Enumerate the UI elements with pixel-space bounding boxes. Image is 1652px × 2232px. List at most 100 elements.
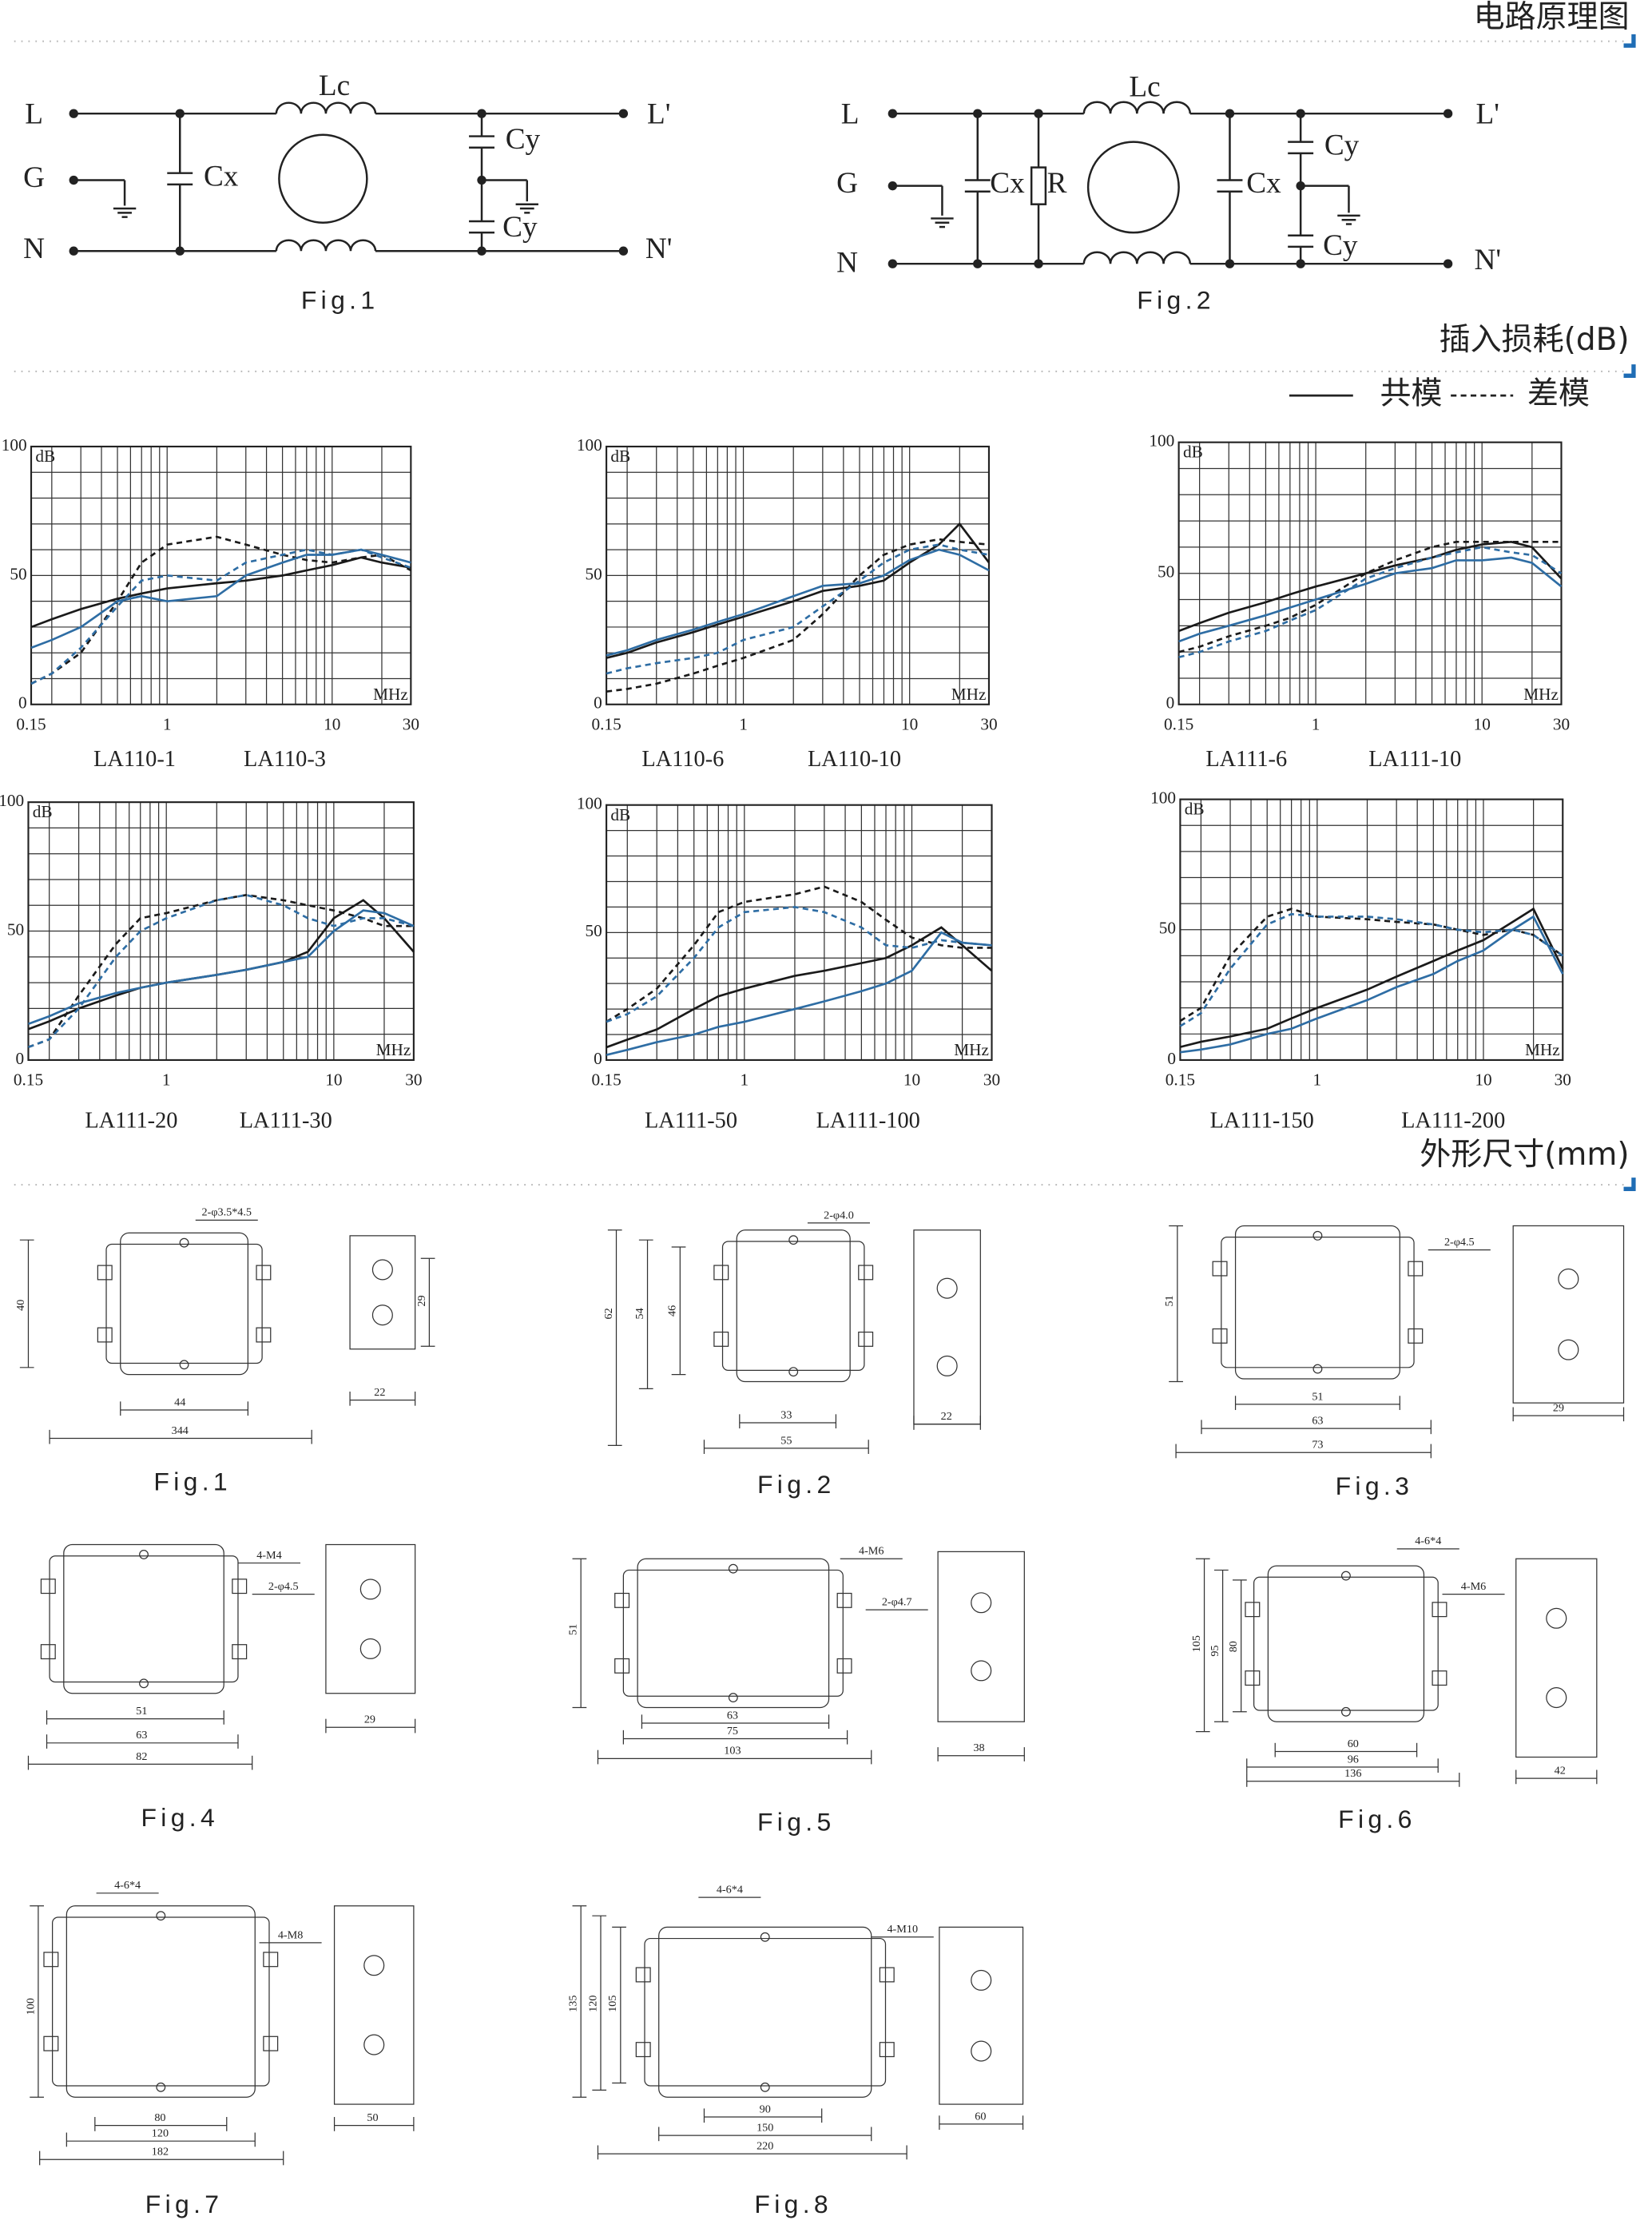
- y-tick-label: 100: [577, 435, 602, 455]
- section-title: 插入损耗(dB): [1440, 322, 1630, 358]
- dimension-label: 63: [727, 1709, 738, 1722]
- filter-body: [736, 1229, 851, 1383]
- x-tick-label: 30: [403, 714, 419, 733]
- corner-mark: [1623, 34, 1636, 48]
- corner-mark: [1623, 364, 1636, 378]
- side-terminal: [971, 2040, 992, 2062]
- loss-curve: [606, 548, 990, 657]
- junction: [618, 109, 629, 118]
- inductor: [275, 239, 377, 252]
- y-tick-label: 0: [1167, 1049, 1176, 1068]
- x-axis-unit: MHz: [1525, 1040, 1560, 1059]
- side-terminal: [371, 1305, 393, 1326]
- flange: [49, 1555, 239, 1683]
- dimension-label: 105: [1190, 1635, 1203, 1652]
- x-tick-label: 1: [163, 714, 172, 733]
- dimension-label: 96: [1348, 1753, 1359, 1765]
- legend-label: LA111-30: [240, 1108, 332, 1133]
- mount-hole: [1340, 1706, 1351, 1717]
- y-tick-label: 50: [586, 921, 602, 940]
- terminal: [40, 1644, 56, 1660]
- circuit-label: L': [647, 97, 670, 130]
- side-terminal: [359, 1579, 381, 1600]
- loss-curve: [1180, 907, 1564, 1048]
- loss-curve: [30, 548, 411, 649]
- side-view: [939, 1926, 1024, 2105]
- mount-hole: [1312, 1230, 1323, 1241]
- y-axis-unit: dB: [33, 802, 53, 821]
- terminal: [836, 1658, 852, 1674]
- dimension-label: 120: [586, 1996, 599, 2012]
- legend-label: LA111-100: [816, 1108, 920, 1133]
- mount-hole: [728, 1693, 738, 1702]
- terminal: [1432, 1602, 1447, 1618]
- side-view: [937, 1551, 1025, 1722]
- legend-label: 共模: [1380, 376, 1442, 412]
- junction: [69, 109, 78, 118]
- side-terminal: [363, 2034, 385, 2055]
- y-tick-label: 50: [7, 919, 24, 939]
- junction: [1443, 109, 1453, 118]
- figure-caption: Fig.5: [757, 1807, 836, 1836]
- circuit-label: G: [836, 167, 858, 200]
- loss-curve: [30, 535, 411, 685]
- terminal: [232, 1579, 248, 1595]
- dimension-label: 63: [1312, 1414, 1323, 1427]
- x-tick-label: 30: [1553, 714, 1570, 733]
- legend-label: LA110-10: [808, 747, 901, 772]
- side-terminal: [971, 1969, 992, 1991]
- junction: [888, 181, 898, 191]
- x-tick-label: 0.15: [14, 1070, 43, 1089]
- side-view: [1512, 1225, 1625, 1404]
- terminal: [614, 1658, 630, 1674]
- plot-frame: [27, 801, 415, 1062]
- dimension-note: 2-φ4.5: [1444, 1236, 1475, 1249]
- y-axis-unit: dB: [35, 447, 55, 466]
- junction: [888, 259, 898, 268]
- dimension-label: 62: [602, 1308, 615, 1319]
- junction: [1034, 109, 1043, 118]
- dimension-note: 4-M6: [859, 1545, 884, 1558]
- dimension-label: 51: [1312, 1390, 1323, 1403]
- circuit-label: N': [1474, 244, 1501, 276]
- legend-label: LA111-50: [645, 1108, 737, 1133]
- x-tick-label: 30: [1555, 1070, 1571, 1089]
- x-axis-unit: MHz: [951, 685, 987, 704]
- legend-label: LA111-6: [1205, 747, 1287, 772]
- filter-body: [63, 1543, 224, 1694]
- side-view: [325, 1543, 416, 1694]
- dimension-note: 4-M6: [1461, 1580, 1487, 1593]
- loss-curve: [1178, 556, 1563, 643]
- junction: [69, 246, 78, 256]
- dimension-label: 50: [367, 2111, 378, 2124]
- dimension-label: 60: [975, 2110, 986, 2123]
- filter-body: [1234, 1225, 1400, 1380]
- junction: [477, 246, 486, 256]
- terminal: [1245, 1670, 1261, 1686]
- dimension-label: 60: [1348, 1738, 1359, 1750]
- x-tick-label: 1: [1312, 714, 1320, 733]
- dimension-note: 4-M8: [278, 1928, 304, 1941]
- inductor: [1082, 101, 1192, 114]
- dimension-note: 2-φ4.0: [824, 1209, 854, 1221]
- legend-label: LA110-6: [641, 747, 724, 772]
- side-terminal: [363, 1955, 385, 1976]
- x-tick-label: 1: [741, 1070, 749, 1089]
- dimension-label: 33: [780, 1408, 792, 1421]
- figure-caption: Fig.1: [153, 1467, 232, 1496]
- circuit-label: L: [841, 97, 860, 130]
- figure-caption: Fig.2: [1137, 286, 1215, 315]
- figure-caption: Fig.2: [757, 1470, 836, 1499]
- junction: [1034, 259, 1043, 268]
- dimension-label: 38: [973, 1742, 984, 1754]
- mount-hole: [156, 1911, 166, 1921]
- loss-curve: [606, 885, 992, 1023]
- y-axis-unit: dB: [610, 447, 630, 466]
- x-tick-label: 30: [405, 1070, 422, 1089]
- y-tick-label: 50: [586, 564, 602, 583]
- side-terminal: [1558, 1268, 1579, 1289]
- terminal: [263, 1952, 279, 1968]
- terminal: [1245, 1602, 1261, 1618]
- mount-hole: [1340, 1571, 1351, 1581]
- terminal: [256, 1265, 272, 1281]
